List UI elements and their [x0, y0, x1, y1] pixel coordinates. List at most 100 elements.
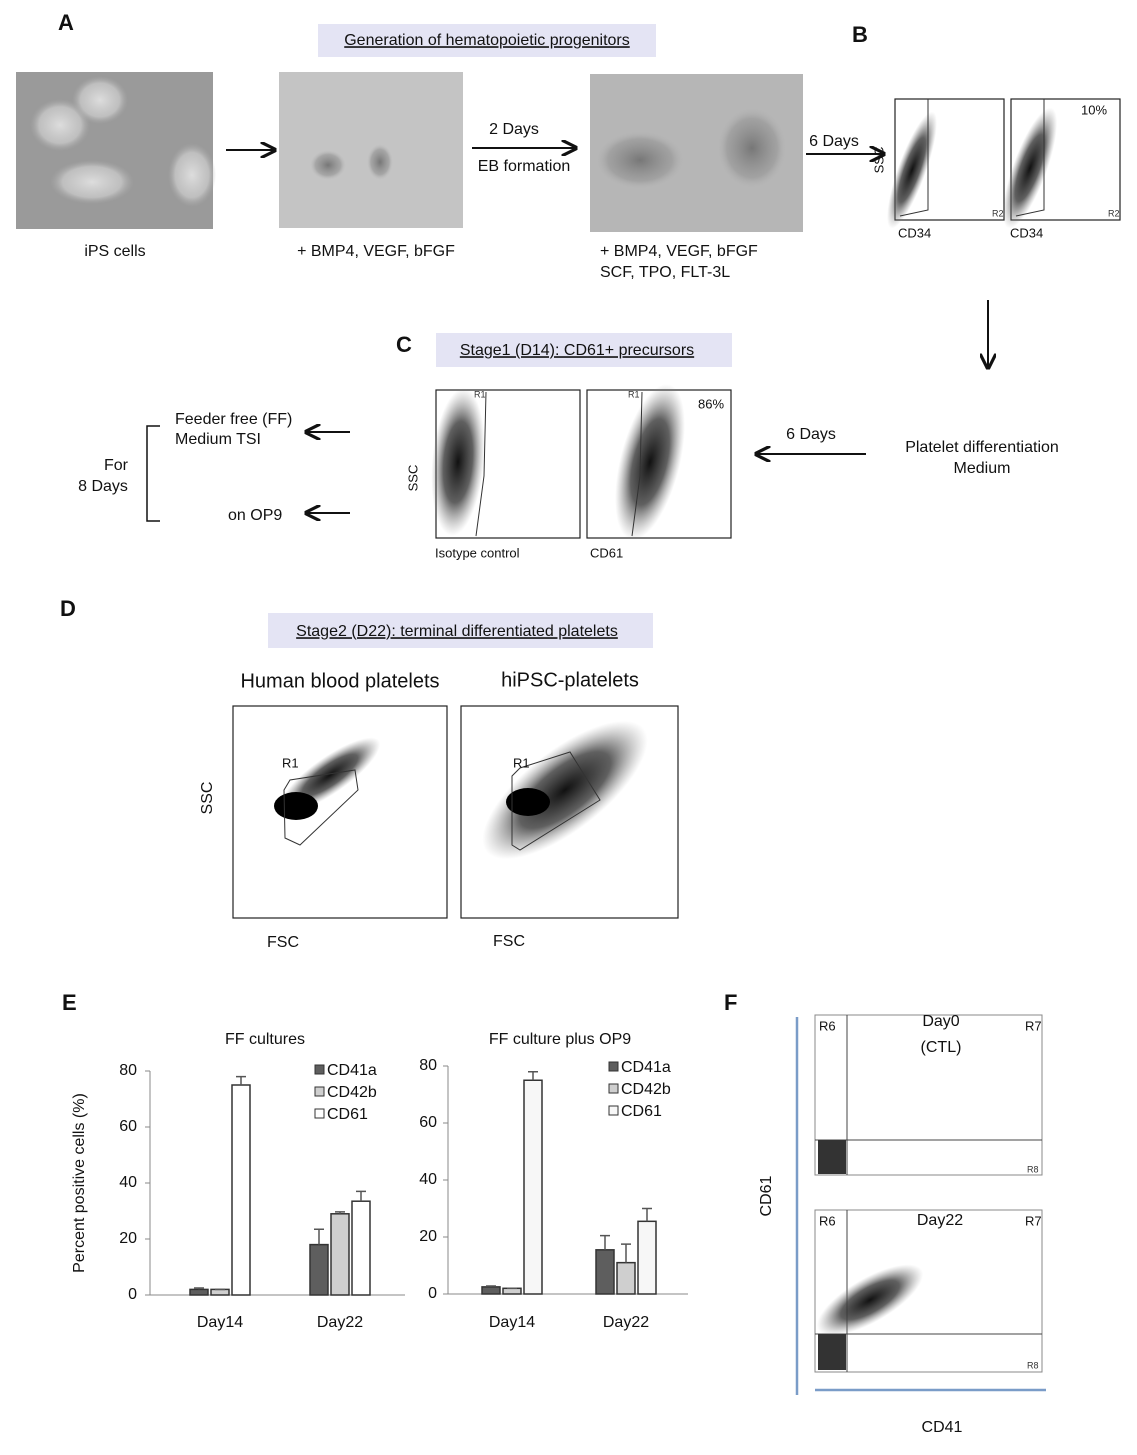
- caption: SCF, TPO, FLT-3L: [600, 264, 730, 281]
- label: on OP9: [228, 507, 282, 524]
- legend-label: CD41a: [327, 1062, 377, 1079]
- axis-label: CD61: [758, 1175, 775, 1216]
- error-bar: [621, 1243, 631, 1263]
- title-box: [318, 24, 656, 57]
- x-tick-label: Day22: [317, 1314, 363, 1331]
- plot-title: (CTL): [921, 1039, 962, 1056]
- flow-plot: [887, 98, 1005, 229]
- chart-title: FF culture plus OP9: [489, 1031, 631, 1048]
- caption: + BMP4, VEGF, bFGF: [297, 243, 455, 260]
- bar: [351, 1200, 371, 1296]
- label: 8 Days: [78, 478, 128, 495]
- bar: [523, 1079, 543, 1295]
- label: For: [104, 457, 129, 474]
- legend-label: CD42b: [327, 1084, 377, 1101]
- panel-title: Stage2 (D22): terminal differentiated pl…: [296, 623, 618, 640]
- y-tick-label: 40: [119, 1174, 137, 1191]
- y-tick-label: 20: [419, 1228, 437, 1245]
- bar: [595, 1249, 615, 1295]
- error-bar: [236, 1075, 246, 1085]
- x-tick-label: Day22: [603, 1314, 649, 1331]
- axis-label: CD41: [922, 1419, 963, 1436]
- label: Medium: [954, 460, 1011, 477]
- percent: 10%: [1081, 102, 1107, 117]
- arrow-label: 2 Days: [489, 121, 539, 138]
- flow-plot: [814, 1014, 1043, 1176]
- x-tick-label: Day14: [197, 1314, 243, 1331]
- y-tick-label: 80: [419, 1057, 437, 1074]
- micrograph: [16, 72, 216, 229]
- error-bar: [642, 1207, 652, 1222]
- plot-title: Day0: [922, 1013, 959, 1030]
- micrograph: [590, 74, 803, 232]
- bracket: [146, 425, 160, 522]
- plot-title: Human blood platelets: [240, 670, 439, 692]
- gate-label: R8: [1027, 1360, 1039, 1370]
- y-tick-label: 40: [419, 1171, 437, 1188]
- flow-plot: [460, 705, 679, 919]
- bar: [481, 1286, 501, 1295]
- error-bar: [194, 1287, 204, 1290]
- legend-swatch: [314, 1086, 325, 1097]
- flow-plot: [586, 384, 732, 540]
- caption: + BMP4, VEGF, bFGF: [600, 243, 758, 260]
- percent: 86%: [698, 396, 724, 411]
- error-bar: [528, 1070, 538, 1081]
- bar: [189, 1288, 209, 1296]
- panel-label: D: [60, 596, 76, 621]
- gate-label: R1: [628, 389, 640, 399]
- gate-label: R1: [474, 389, 486, 399]
- plot-title: Day22: [917, 1212, 963, 1229]
- caption: iPS cells: [84, 243, 145, 260]
- legend-label: CD61: [621, 1103, 662, 1120]
- arrow-label: 6 Days: [786, 426, 836, 443]
- y-tick-label: 0: [428, 1285, 437, 1302]
- flow-plot: [1002, 98, 1121, 229]
- arrow-label: 6 Days: [809, 133, 859, 150]
- panel-label: C: [396, 332, 412, 357]
- arrow-label: EB formation: [478, 158, 570, 175]
- bar: [637, 1220, 657, 1295]
- legend-label: CD41a: [621, 1059, 671, 1076]
- axis-label: Percent positive cells (%): [71, 1093, 88, 1273]
- bar: [231, 1084, 251, 1296]
- label: Platelet differentiation: [905, 439, 1059, 456]
- gate-label: R6: [819, 1213, 836, 1228]
- error-bar: [314, 1228, 324, 1245]
- legend-swatch: [314, 1108, 325, 1119]
- bar: [330, 1213, 350, 1296]
- bar: [502, 1287, 522, 1295]
- error-bar: [356, 1190, 366, 1202]
- panel-title: Generation of hematopoietic progenitors: [344, 32, 630, 49]
- axis-label: Isotype control: [435, 545, 520, 560]
- gate-label: R8: [1027, 1164, 1039, 1174]
- legend-swatch: [608, 1061, 619, 1072]
- flow-plot: [814, 1209, 1043, 1373]
- title-box: [436, 333, 732, 367]
- label: Medium TSI: [175, 431, 261, 448]
- panel-title: Stage1 (D14): CD61+ precursors: [460, 342, 694, 359]
- axis-label: CD34: [1010, 225, 1043, 240]
- micrograph: [279, 72, 463, 228]
- gate-label: R2: [1108, 208, 1120, 218]
- y-tick-label: 80: [119, 1062, 137, 1079]
- x-tick-label: Day14: [489, 1314, 535, 1331]
- legend-label: CD61: [327, 1106, 368, 1123]
- error-bar: [486, 1285, 496, 1287]
- panel-label: F: [724, 990, 737, 1015]
- gate-label: R7: [1025, 1018, 1042, 1033]
- chart-title: FF cultures: [225, 1031, 305, 1048]
- flow-plot: [232, 705, 448, 919]
- y-tick-label: 20: [119, 1230, 137, 1247]
- error-bar: [600, 1234, 610, 1250]
- title-box: [268, 613, 653, 648]
- gate-label: R1: [282, 755, 299, 770]
- y-tick-label: 0: [128, 1286, 137, 1303]
- label: Feeder free (FF): [175, 411, 292, 428]
- bar: [210, 1288, 230, 1296]
- legend-swatch: [608, 1083, 619, 1094]
- gate-label: R7: [1025, 1213, 1042, 1228]
- axis-label: CD34: [898, 225, 931, 240]
- panel-label: A: [58, 10, 74, 35]
